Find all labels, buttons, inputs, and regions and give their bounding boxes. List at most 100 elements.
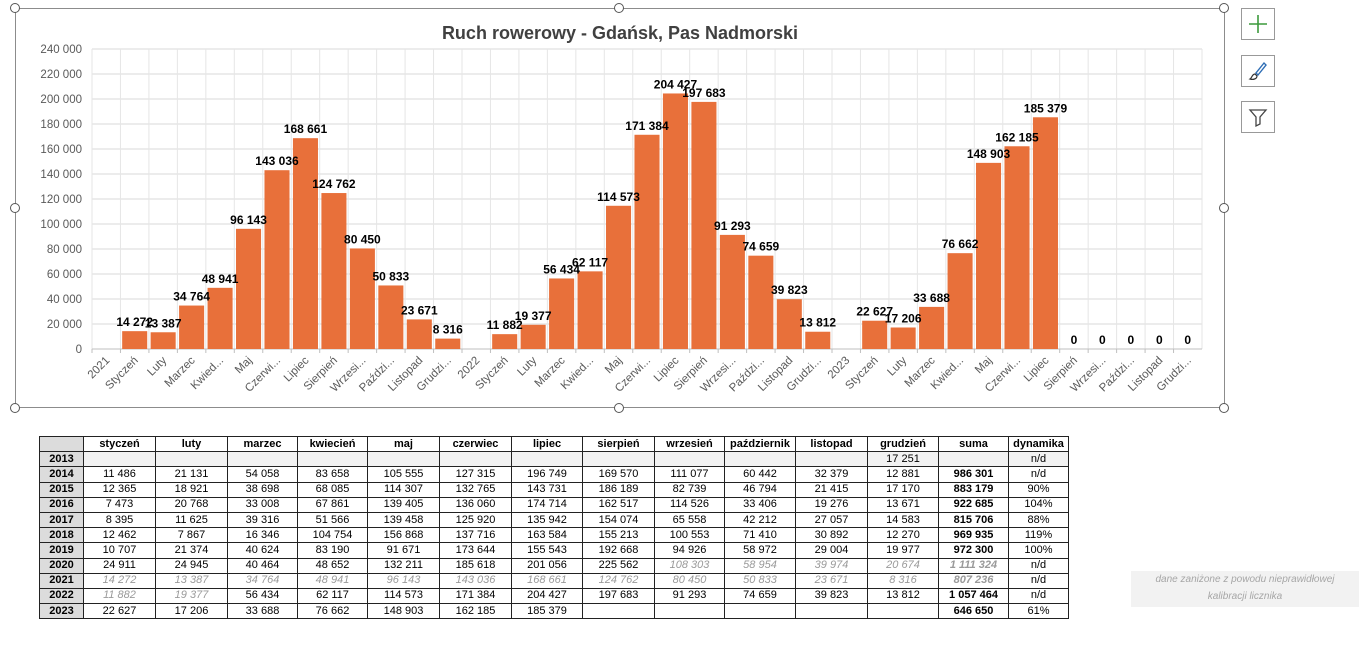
table-row: 2013 17 251 n/d bbox=[39, 451, 1069, 468]
data-label: 48 941 bbox=[202, 272, 239, 286]
bar[interactable] bbox=[719, 234, 745, 349]
table-cell bbox=[724, 451, 796, 468]
bar[interactable] bbox=[236, 228, 262, 349]
column-header: sierpień bbox=[582, 435, 655, 453]
bar[interactable] bbox=[264, 170, 290, 349]
table-row: 2020 24 911 24 945 40 464 48 652 132 211 185 6… bbox=[39, 557, 1069, 574]
bar[interactable] bbox=[947, 253, 973, 349]
bar[interactable] bbox=[805, 331, 831, 349]
bar[interactable] bbox=[292, 138, 318, 349]
bar[interactable] bbox=[1032, 117, 1058, 350]
table-cell: 21 131 bbox=[155, 466, 228, 483]
chart-area[interactable]: 14 272 13 387 34 764 48 941 96 143 143 036 168… bbox=[15, 8, 1225, 408]
chart-elements-button[interactable] bbox=[1241, 8, 1275, 40]
bar[interactable] bbox=[321, 193, 347, 349]
bar[interactable] bbox=[435, 338, 461, 349]
table-cell: 137 716 bbox=[439, 527, 512, 544]
column-header: grudzień bbox=[867, 435, 939, 453]
row-sum: 1 057 464 bbox=[938, 587, 1009, 605]
table-cell: 80 450 bbox=[654, 572, 725, 589]
bar[interactable] bbox=[776, 299, 802, 349]
table-cell: 19 276 bbox=[795, 496, 868, 513]
bar[interactable] bbox=[492, 334, 518, 349]
y-tick-label: 240 000 bbox=[40, 44, 82, 56]
resize-handle-mid-right[interactable] bbox=[1219, 203, 1229, 213]
row-dynamics: n/d bbox=[1008, 557, 1069, 574]
bar[interactable] bbox=[378, 285, 404, 349]
resize-handle-bottom-mid[interactable] bbox=[614, 403, 624, 413]
data-label: 13 812 bbox=[799, 316, 836, 330]
row-sum: 815 706 bbox=[938, 511, 1009, 529]
table-cell: 68 085 bbox=[297, 481, 368, 498]
data-label: 39 823 bbox=[771, 283, 808, 297]
table-cell: 105 555 bbox=[367, 466, 440, 483]
bar[interactable] bbox=[890, 327, 916, 349]
table-cell: 8 395 bbox=[83, 511, 156, 529]
bar[interactable] bbox=[691, 101, 717, 350]
data-label: 197 683 bbox=[682, 86, 726, 100]
table-cell: 54 058 bbox=[227, 466, 298, 483]
table-cell: 20 768 bbox=[155, 496, 228, 513]
table-cell: 29 004 bbox=[795, 542, 868, 559]
bar[interactable] bbox=[919, 306, 945, 349]
resize-handle-top-mid[interactable] bbox=[614, 3, 624, 13]
table-cell: 143 036 bbox=[439, 572, 512, 589]
resize-handle-top-right[interactable] bbox=[1219, 3, 1229, 13]
bar[interactable] bbox=[122, 331, 148, 349]
chart-filters-button[interactable] bbox=[1241, 101, 1275, 133]
table-cell: 76 662 bbox=[297, 603, 368, 620]
table-cell: 34 764 bbox=[227, 572, 298, 589]
table-row: 2021 14 272 13 387 34 764 48 941 96 143 143 03… bbox=[39, 572, 1069, 589]
resize-handle-mid-left[interactable] bbox=[10, 203, 20, 213]
table-cell bbox=[582, 603, 655, 620]
bar[interactable] bbox=[549, 278, 575, 349]
table-cell: 13 387 bbox=[155, 572, 228, 589]
table-cell: 104 754 bbox=[297, 527, 368, 544]
bar[interactable] bbox=[179, 305, 205, 349]
bar[interactable] bbox=[662, 93, 688, 349]
data-label: 33 688 bbox=[913, 291, 950, 305]
table-cell: 39 823 bbox=[795, 587, 868, 605]
table-cell: 24 945 bbox=[155, 557, 228, 574]
bar[interactable] bbox=[606, 205, 632, 349]
table-row: 2023 22 627 17 206 33 688 76 662 148 903 162 1… bbox=[39, 603, 1069, 620]
row-sum: 972 300 bbox=[938, 542, 1009, 559]
plus-icon bbox=[1249, 15, 1267, 33]
table-cell: 155 213 bbox=[582, 527, 655, 544]
column-header: styczeń bbox=[83, 435, 156, 453]
bar[interactable] bbox=[976, 162, 1002, 349]
row-year: 2018 bbox=[39, 527, 84, 544]
table-cell: 11 625 bbox=[155, 511, 228, 529]
table-cell: 162 185 bbox=[439, 603, 512, 620]
y-tick-label: 200 000 bbox=[40, 94, 82, 106]
table-cell bbox=[439, 451, 512, 468]
table-cell: 13 812 bbox=[867, 587, 939, 605]
chart-styles-button[interactable] bbox=[1241, 55, 1275, 87]
row-year: 2014 bbox=[39, 466, 84, 483]
bar[interactable] bbox=[406, 319, 432, 349]
bar[interactable] bbox=[577, 271, 603, 349]
bar[interactable] bbox=[748, 255, 774, 349]
bar[interactable] bbox=[150, 332, 176, 349]
resize-handle-bottom-right[interactable] bbox=[1219, 403, 1229, 413]
bar[interactable] bbox=[520, 324, 546, 349]
table-cell: 12 881 bbox=[867, 466, 939, 483]
resize-handle-bottom-left[interactable] bbox=[10, 403, 20, 413]
table-cell: 125 920 bbox=[439, 511, 512, 529]
table-cell: 60 442 bbox=[724, 466, 796, 483]
bar[interactable] bbox=[1004, 146, 1030, 349]
bar[interactable] bbox=[862, 320, 888, 349]
data-label: 168 661 bbox=[284, 122, 328, 136]
data-label: 14 272 bbox=[116, 315, 153, 329]
table-cell: 24 911 bbox=[83, 557, 156, 574]
table-cell: 135 942 bbox=[511, 511, 583, 529]
table-cell bbox=[155, 451, 228, 468]
row-dynamics: n/d bbox=[1008, 572, 1069, 589]
bar[interactable] bbox=[349, 248, 375, 349]
bar[interactable] bbox=[634, 134, 660, 349]
y-tick-label: 120 000 bbox=[40, 194, 82, 206]
resize-handle-top-left[interactable] bbox=[10, 3, 20, 13]
bar[interactable] bbox=[207, 287, 233, 349]
